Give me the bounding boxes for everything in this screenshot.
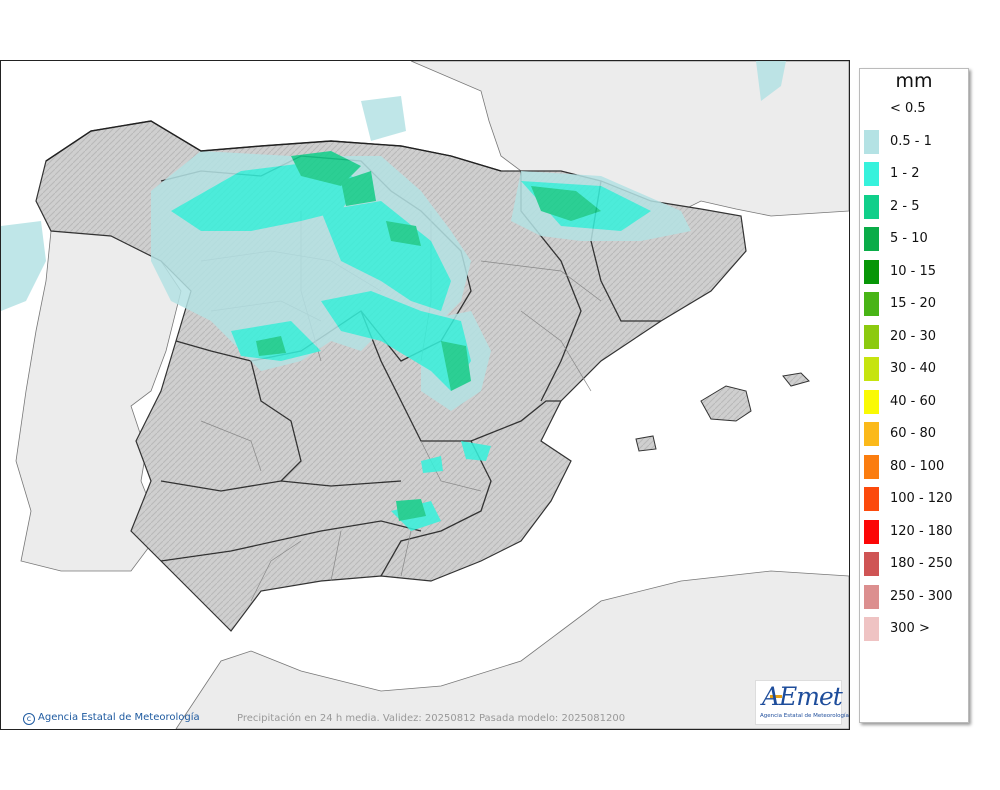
map-caption: Precipitación en 24 h media. Validez: 20… [237,713,626,724]
legend-swatch [864,617,879,641]
legend-label: 100 - 120 [890,491,953,506]
mallorca-island [700,385,752,422]
legend-item: 1 - 2 [864,162,966,188]
legend-label: 20 - 30 [890,328,937,344]
legend-item: 0.5 - 1 [864,129,966,156]
aemet-logo-subtitle: Agencia Estatal de Meteorología [760,713,849,719]
legend-label: 180 - 250 [890,556,953,571]
legend-item: 2 - 5 [864,194,966,221]
legend-swatch [864,129,879,154]
aemet-logo-text: AEmet [762,682,843,711]
legend-label: 300 > [890,621,930,636]
map-canvas [1,61,849,729]
legend-item: 80 - 100 [864,454,966,481]
legend-item: 5 - 10 [864,227,966,253]
legend-label: 10 - 15 [890,263,937,279]
legend-item: 60 - 80 [864,422,966,448]
precipitation-legend: mm < 0.5 0.5 - 1 1 - 2 2 - 5 5 - 10 10 - 15 15… [859,68,969,723]
legend-swatch [864,324,879,349]
aemet-logo[interactable]: AEmet Agencia Estatal de Meteorología [755,680,849,725]
legend-label: 15 - 20 [890,296,937,311]
legend-swatch [864,519,879,544]
legend-swatch [864,227,879,251]
legend-swatch [864,487,879,511]
legend-item: 20 - 30 [864,324,966,351]
legend-unit: mm [895,70,933,92]
legend-label: 60 - 80 [890,426,937,441]
legend-label: 250 - 300 [890,588,953,604]
credit-link[interactable]: c Agencia Estatal de Meteorología [23,712,200,725]
legend-swatch [864,454,879,479]
legend-item: < 0.5 [864,97,966,123]
legend-label: 120 - 180 [890,523,953,539]
legend-label: 30 - 40 [890,361,937,376]
legend-item: 40 - 60 [864,389,966,416]
africa-land [175,570,849,729]
legend-label: 2 - 5 [890,198,920,214]
legend-item: 15 - 20 [864,292,966,318]
copyright-icon: c [23,713,35,725]
legend-swatch [864,292,879,316]
legend-swatch [864,389,879,414]
legend-swatch [864,584,879,609]
legend-item: 10 - 15 [864,259,966,286]
precipitation-areas [1,61,786,531]
legend-item: 250 - 300 [864,584,966,611]
legend-item: 300 > [864,617,966,643]
aemet-logo-accent [770,695,782,698]
legend-label: 80 - 100 [890,458,945,474]
legend-swatch [864,97,879,121]
precipitation-map[interactable]: c Agencia Estatal de Meteorología Precipi… [0,60,850,730]
legend-swatch [864,357,879,381]
legend-swatch [864,259,879,284]
legend-swatch [864,422,879,446]
legend-swatch [864,194,879,219]
legend-label: 1 - 2 [890,166,920,181]
legend-swatch [864,552,879,576]
legend-label: 0.5 - 1 [890,133,932,149]
legend-label: < 0.5 [890,101,926,116]
legend-item: 30 - 40 [864,357,966,383]
legend-item: 100 - 120 [864,487,966,513]
legend-label: 40 - 60 [890,393,937,409]
legend-item: 120 - 180 [864,519,966,546]
credit-text: Agencia Estatal de Meteorología [38,712,200,723]
legend-item: 180 - 250 [864,552,966,578]
legend-label: 5 - 10 [890,231,928,246]
ibiza-island [635,435,657,452]
legend-swatch [864,162,879,186]
menorca-island [782,372,810,387]
